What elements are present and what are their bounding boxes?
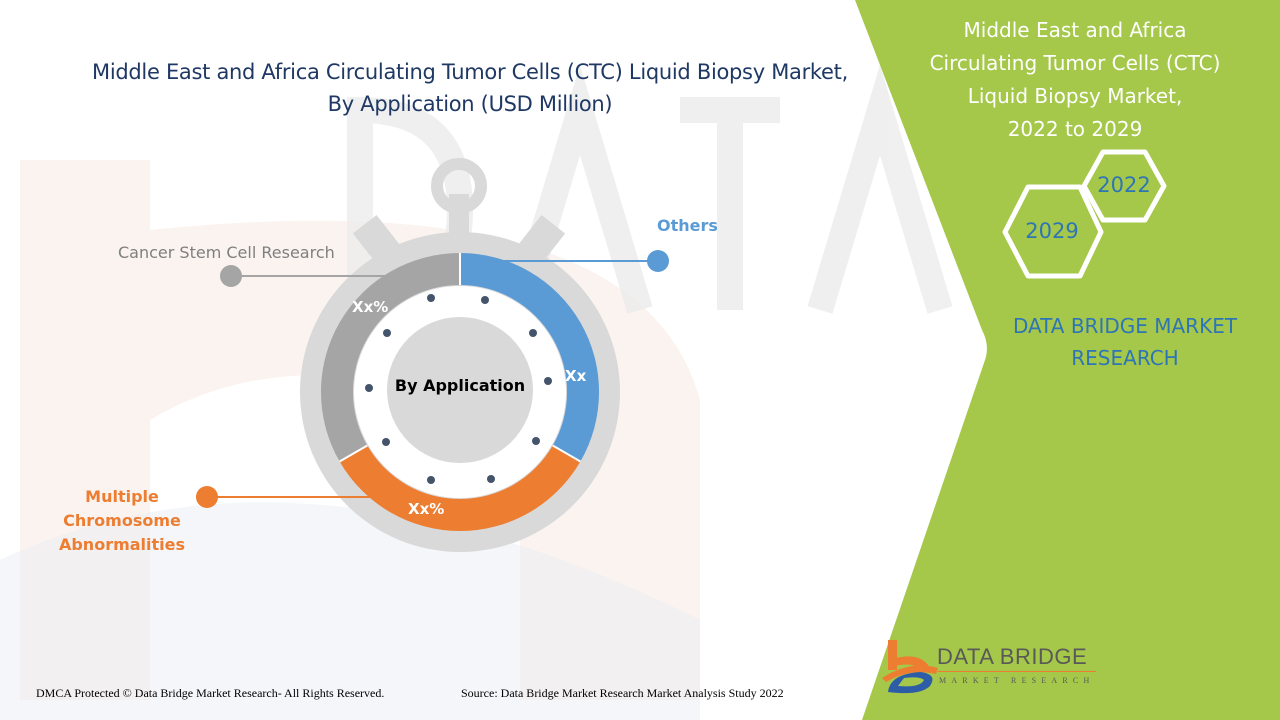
chart-title-line2: By Application (USD Million) bbox=[327, 92, 613, 116]
side-title-line: Middle East and Africa bbox=[963, 18, 1187, 42]
logo-subtitle: MARKET RESEARCH bbox=[939, 676, 1095, 685]
side-title-line: 2022 to 2029 bbox=[1007, 117, 1143, 141]
data-bridge-logo: DATA BRIDGE MARKET RESEARCH bbox=[880, 638, 1120, 698]
dial-tick-dots bbox=[365, 294, 552, 484]
callout-dot-others bbox=[647, 250, 669, 272]
segment-cancer-stem-cell bbox=[320, 253, 460, 462]
logo-name: DATA BRIDGE bbox=[937, 644, 1088, 669]
copyright-notice: DMCA Protected © Data Bridge Market Rese… bbox=[36, 686, 385, 700]
center-label: By Application bbox=[394, 376, 526, 395]
segment-value-cancer: Xx% bbox=[352, 298, 389, 316]
legend-line: Abnormalities bbox=[58, 535, 186, 554]
legend-cancer-stem-cell: Cancer Stem Cell Research bbox=[118, 243, 335, 262]
stopwatch-stem bbox=[449, 194, 469, 238]
center-disc bbox=[387, 317, 533, 463]
legend-multiple-chromosome: Multiple Chromosome Abnormalities bbox=[52, 485, 192, 557]
logo-b-icon bbox=[882, 640, 938, 694]
side-title-line: Circulating Tumor Cells (CTC) bbox=[929, 51, 1221, 75]
brand-text: DATA BRIDGE MARKET RESEARCH bbox=[985, 310, 1265, 374]
brand-line: DATA BRIDGE MARKET bbox=[1012, 314, 1238, 338]
segment-others bbox=[460, 252, 600, 462]
segment-value-others: Xx bbox=[565, 367, 587, 385]
chart-title: Middle East and Africa Circulating Tumor… bbox=[40, 56, 900, 120]
callout-dot-multiple bbox=[196, 486, 218, 508]
brand-line: RESEARCH bbox=[1071, 346, 1179, 370]
year-2022-label: 2022 bbox=[1097, 173, 1151, 197]
legend-line: Multiple bbox=[85, 487, 159, 506]
legend-line: Chromosome bbox=[63, 511, 181, 530]
source-note: Source: Data Bridge Market Research Mark… bbox=[461, 686, 784, 700]
legend-others: Others bbox=[657, 216, 718, 235]
segment-multiple-chromosome bbox=[339, 445, 581, 532]
side-panel-title: Middle East and Africa Circulating Tumor… bbox=[900, 14, 1250, 146]
segment-value-multiple: Xx% bbox=[408, 500, 445, 518]
callout-dot-cancer bbox=[220, 265, 242, 287]
chart-title-line1: Middle East and Africa Circulating Tumor… bbox=[92, 60, 848, 84]
year-2029-label: 2029 bbox=[1025, 219, 1079, 243]
side-title-line: Liquid Biopsy Market, bbox=[967, 84, 1183, 108]
